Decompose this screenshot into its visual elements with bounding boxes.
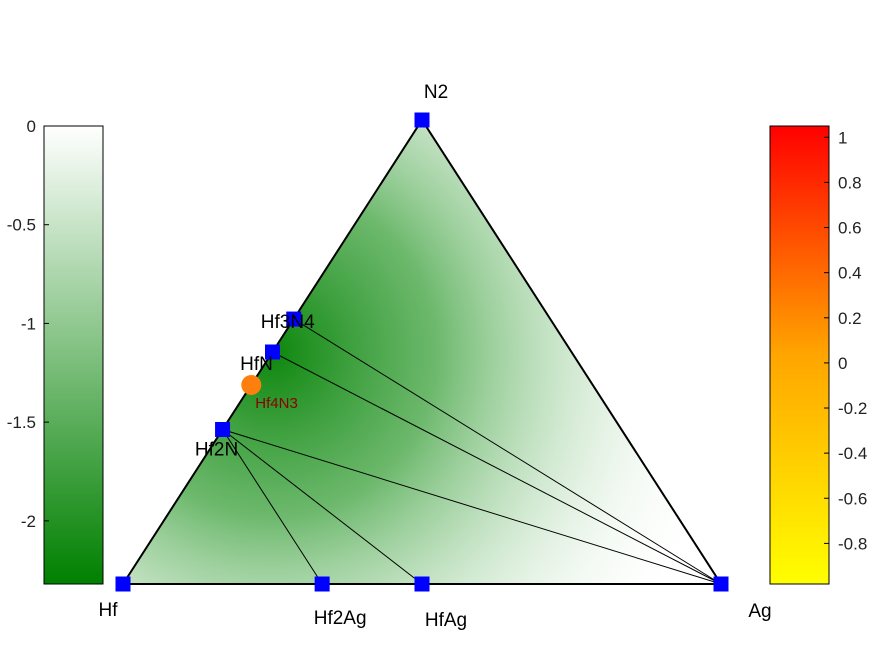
ternary-triangle [121,118,723,585]
marker-n2 [414,112,430,128]
phase-label-hfag: HfAg [425,610,467,631]
tie-line-hf2n-hfag [222,429,423,585]
colorbar-tick-label: -0.8 [838,534,867,553]
phase-label-n2: N2 [424,82,448,103]
colorbar-tick-label: 0.4 [838,264,862,283]
colorbar-tick-label: -0.5 [7,216,36,235]
phase-label-hf4n3: Hf4N3 [255,395,298,412]
colorbar-tick-label: 0 [838,354,847,373]
marker-hf2n [215,421,231,437]
triangle-energy-fill [123,120,721,584]
colorbar-right-bar [769,125,830,585]
marker-hf3n4 [286,311,302,327]
colorbar-tick-label: -0.2 [838,399,867,418]
colorbar-tick-label: -0.4 [838,444,867,463]
phase-label-hf3n4: Hf3N4 [261,312,315,333]
marker-hf2ag [314,576,330,592]
colorbar-tick-label: 1 [838,128,847,147]
phase-label-hf2n: Hf2N [195,439,238,460]
colorbar-tick-label: 0.2 [838,309,862,328]
marker-hfn [265,344,280,360]
tie-lines [222,318,722,585]
colorbar-tick-label: -1.5 [7,413,36,432]
colorbar-tick-label: 0 [27,117,36,136]
phase-label-hfn: HfN [240,354,273,375]
tie-line-hfn-ag [272,351,722,585]
colorbar-tick-label: -1 [21,314,36,333]
colorbar-right-ticks: 1 0.8 0.6 0.4 0.2 0 -0.2 -0.4 -0.6 -0.8 [824,128,867,553]
hull-distance-colorbar: 1 0.8 0.6 0.4 0.2 0 -0.2 -0.4 -0.6 -0.8 [769,125,867,585]
tie-line-hf2n-ag [222,429,722,585]
phase-label-hf: Hf [99,600,119,621]
colorbar-tick-label: -2 [21,512,36,531]
phase-label-hf2ag: Hf2Ag [314,608,367,629]
marker-hf4n3 [241,374,262,395]
marker-hf [115,576,131,592]
phase-markers [115,112,729,592]
colorbar-left-ticks: 0 -0.5 -1 -1.5 -2 [7,117,49,531]
tie-line-hf2n-hf2ag [222,429,323,585]
colorbar-tick-label: 0.6 [838,219,862,238]
colorbar-left-bar [43,125,104,585]
formation-energy-colorbar: 0 -0.5 -1 -1.5 -2 [7,117,104,585]
phase-label-ag: Ag [748,601,771,622]
tie-line-hf3n4-ag [293,318,722,585]
colorbar-tick-label: -0.6 [838,489,867,508]
colorbar-tick-label: 0.8 [838,173,862,192]
marker-ag [713,576,729,592]
marker-hfag [414,576,430,592]
